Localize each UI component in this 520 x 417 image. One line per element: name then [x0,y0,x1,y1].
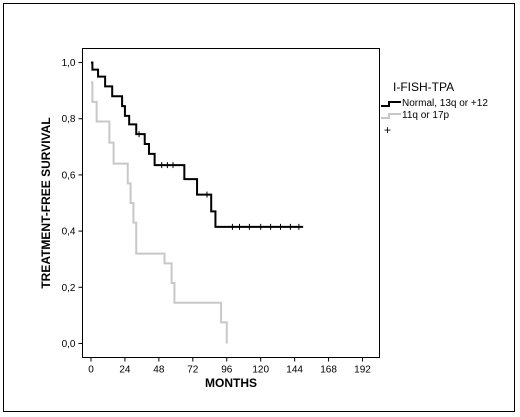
survival-chart: 0 24 48 72 96 120 144 168 1920,00,20,40,60,81,0 … [39,48,488,390]
plot-area [82,48,380,358]
x-tick-label-6: 144 [286,365,303,376]
y-tick-label-0: 0,0 [62,339,76,350]
x-tick-label-5: 120 [252,365,269,376]
legend: I-FISH-TPA Normal, 13q or +12 11q or 17p… [381,80,488,137]
chart-frame: 0 24 48 72 96 120 144 168 192 0,0 0,2 0,4 0,6 0,8 1,0 … [3,3,515,412]
legend-title: I-FISH-TPA [393,80,454,94]
series-line-2 [90,81,228,344]
y-axis-title: TREATMENT-FREE SURVIVAL [39,117,53,288]
series-line-1 [90,61,304,228]
x-tick-label-0: 0 [88,365,94,376]
x-tick-label-4: 96 [221,365,233,376]
y-tick-label-5: 1,0 [62,58,76,69]
y-tick-label-3: 0,6 [62,170,76,181]
x-axis-title: MONTHS [205,376,257,390]
y-tick-label-4: 0,8 [62,114,76,125]
x-tick-label-1: 24 [119,365,131,376]
legend-label-series-2: 11q or 17p [402,110,450,121]
censor-marks [138,131,300,230]
x-tick-label-8: 192 [354,365,371,376]
y-tick-label-2: 0,4 [62,227,76,238]
legend-swatch-series-1 [381,101,401,107]
y-tick-label-1: 0,2 [62,283,76,294]
legend-swatch-series-2 [381,113,401,119]
legend-label-series-1: Normal, 13q or +12 [402,98,488,109]
axis-ticks: 0 24 48 72 96 120 144 168 192 0,0 0,2 0,4 0,6 0,8 1,0 [62,58,372,375]
series-lines [90,61,304,344]
x-tick-label-2: 48 [153,365,165,376]
x-tick-label-3: 72 [187,365,199,376]
legend-censor-marker: + [384,123,391,137]
x-tick-label-7: 168 [320,365,337,376]
